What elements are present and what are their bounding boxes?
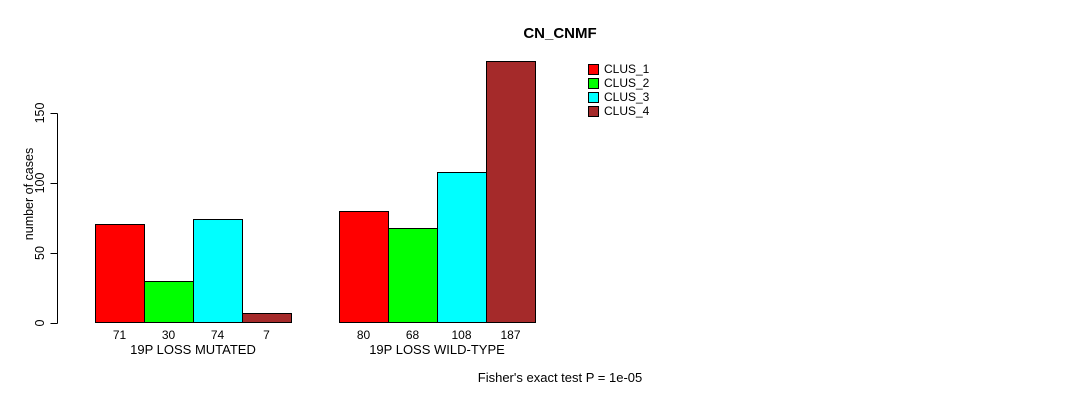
legend: CLUS_1 CLUS_2 CLUS_3 CLUS_4	[588, 62, 649, 118]
legend-swatch-icon-clus-3	[588, 91, 599, 103]
legend-item-clus-4: CLUS_4	[588, 104, 649, 118]
legend-item-clus-2: CLUS_2	[588, 76, 649, 90]
bar-value-label-clus-3-19p-loss-mutated: 74	[210, 328, 225, 342]
bar-clus-1-19p-loss-wild-type	[339, 211, 389, 323]
bar-clus-4-19p-loss-mutated	[242, 313, 292, 323]
legend-swatch-icon-clus-4	[588, 105, 599, 117]
y-tick-label-0: 0	[33, 319, 47, 327]
bar-value-label-clus-2-19p-loss-wild-type: 68	[405, 328, 420, 342]
bar-value-label-clus-1-19p-loss-mutated: 71	[112, 328, 127, 342]
bar-clus-4-19p-loss-wild-type	[486, 61, 536, 323]
bar-clus-2-19p-loss-mutated	[144, 281, 194, 323]
bar-clus-3-19p-loss-wild-type	[437, 172, 487, 323]
legend-item-clus-3: CLUS_3	[588, 90, 649, 104]
bar-clus-1-19p-loss-mutated	[95, 224, 145, 323]
bar-value-label-clus-2-19p-loss-mutated: 30	[161, 328, 176, 342]
bar-value-label-clus-4-19p-loss-mutated: 7	[263, 328, 270, 342]
legend-item-label: CLUS_4	[604, 104, 650, 118]
legend-item-label: CLUS_3	[604, 90, 650, 104]
chart-title: CN_CNMF	[523, 25, 597, 42]
y-tick-label-150: 150	[33, 102, 47, 124]
legend-swatch-icon-clus-1	[588, 63, 599, 75]
bar-value-label-clus-4-19p-loss-wild-type: 187	[500, 328, 521, 342]
bar-clus-2-19p-loss-wild-type	[388, 228, 438, 323]
fisher-test-annotation: Fisher's exact test P = 1e-05	[477, 370, 643, 385]
category-label-19p-loss-mutated: 19P LOSS MUTATED	[130, 342, 256, 357]
y-tick-label-50: 50	[33, 246, 47, 260]
y-tick-label-100: 100	[33, 172, 47, 194]
legend-item-clus-1: CLUS_1	[588, 62, 649, 76]
bar-value-label-clus-1-19p-loss-wild-type: 80	[356, 328, 371, 342]
category-label-19p-loss-wild-type: 19P LOSS WILD-TYPE	[369, 342, 505, 357]
legend-item-label: CLUS_2	[604, 76, 650, 90]
legend-swatch-icon-clus-2	[588, 77, 599, 89]
bar-clus-3-19p-loss-mutated	[193, 219, 243, 323]
legend-item-label: CLUS_1	[604, 62, 650, 76]
bar-value-label-clus-3-19p-loss-wild-type: 108	[451, 328, 472, 342]
